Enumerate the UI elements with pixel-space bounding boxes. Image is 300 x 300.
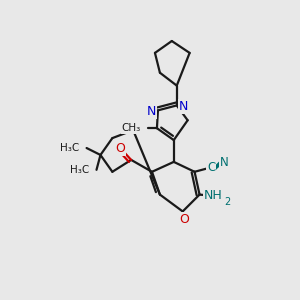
Text: N: N (146, 105, 156, 118)
Text: N: N (179, 100, 188, 113)
Text: H₃C: H₃C (60, 143, 80, 153)
Text: N: N (220, 156, 229, 170)
Text: C: C (207, 161, 216, 174)
Text: NH: NH (204, 189, 223, 202)
Text: H₃C: H₃C (70, 165, 90, 175)
Text: O: O (180, 213, 190, 226)
Text: 2: 2 (224, 196, 231, 206)
Text: O: O (115, 142, 125, 154)
Text: CH₃: CH₃ (122, 123, 141, 133)
